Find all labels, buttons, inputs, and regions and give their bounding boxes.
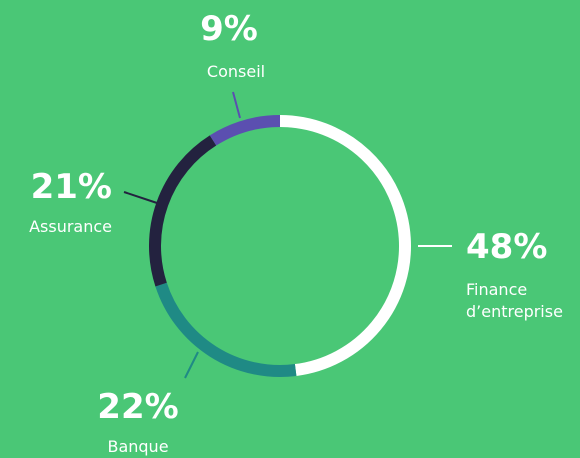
leader-line	[123, 191, 158, 204]
donut-segment	[279, 115, 411, 376]
leader-line	[232, 91, 241, 119]
donut-segment	[155, 282, 297, 377]
category-label: Conseil	[206, 62, 266, 81]
donut-segment	[209, 115, 281, 146]
category-label: Assurance	[29, 217, 112, 236]
donut-segment	[149, 135, 217, 287]
category-label: Finance d’entreprise	[466, 280, 563, 321]
value-label: 9%	[200, 9, 258, 49]
value-label: 48%	[466, 227, 548, 267]
category-label: Banque	[107, 437, 169, 456]
value-label: 22%	[97, 387, 179, 427]
value-label: 21%	[30, 167, 112, 207]
leader-line	[184, 351, 199, 379]
